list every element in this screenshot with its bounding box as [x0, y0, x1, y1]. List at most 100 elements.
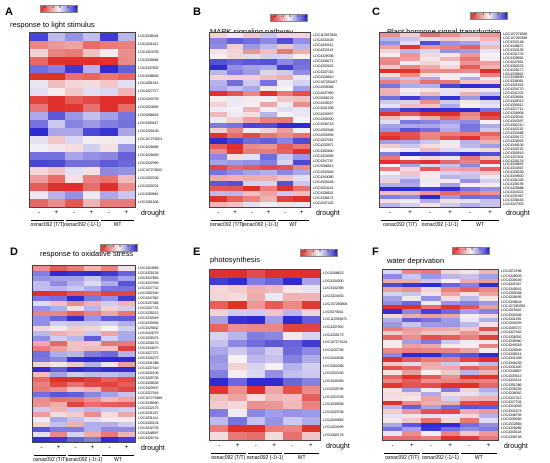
- heatmap-cell: [301, 409, 321, 418]
- heatmap-cell: [243, 75, 261, 81]
- heatmap-cell: [380, 36, 401, 42]
- heatmap-cell: [82, 143, 101, 152]
- heatmap-cell: [243, 59, 261, 65]
- heatmap-cell: [440, 331, 460, 336]
- legend-tick-label: -2: [473, 12, 477, 16]
- heatmap-cell: [440, 52, 461, 58]
- heatmap-cell: [243, 33, 261, 39]
- heatmap-cell: [100, 48, 118, 58]
- heatmap-cell: [100, 143, 118, 152]
- heatmap-cell: [210, 91, 227, 97]
- heatmap-cell: [460, 64, 481, 69]
- heatmap-cell: [402, 313, 422, 319]
- gene-label: LOC4337950: [313, 90, 334, 95]
- heatmap-cell: [400, 80, 421, 85]
- heatmap-cell: [246, 378, 266, 387]
- panel-letter: A: [5, 6, 13, 18]
- genotype-bracket: [277, 220, 309, 221]
- heatmap-cell: [440, 44, 461, 50]
- heatmap-cell: [421, 317, 441, 323]
- heatmap-cell: [402, 283, 422, 288]
- heatmap-cell: [480, 171, 501, 176]
- heatmap-cell: [460, 155, 481, 160]
- heatmap-cell: [30, 80, 48, 89]
- heatmap-cell: [480, 135, 501, 141]
- heatmap-cell: [246, 308, 266, 317]
- heatmap-cell: [30, 72, 48, 81]
- heatmap-cell: [400, 135, 421, 141]
- heatmap-cell: [226, 149, 244, 155]
- genotype-label: osnac092 (-1/-1): [422, 455, 459, 461]
- heatmap-cell: [33, 381, 51, 387]
- gene-label: LOC4342703: [138, 426, 159, 431]
- heatmap-cell: [301, 393, 321, 402]
- color-scale-legend: -2 -1 0 1 2: [270, 14, 308, 22]
- heatmap-cell: [50, 291, 68, 297]
- heatmap-cell: [440, 383, 460, 388]
- heatmap-cell: [260, 122, 277, 129]
- gene-label: LOC4348623: [323, 270, 344, 275]
- genotype-bracket: [34, 455, 66, 456]
- gene-label: LOC107279124: [323, 340, 348, 345]
- heatmap-cell: [100, 96, 118, 105]
- gene-label: LOC107287895: [503, 35, 528, 40]
- heatmap-cell: [84, 366, 102, 372]
- gene-label: LOC4338644: [501, 299, 522, 304]
- heatmap-cell: [67, 416, 85, 423]
- heatmap-cell: [50, 401, 68, 408]
- treatment-sign: +: [448, 443, 452, 449]
- gene-label: LOC4347651: [503, 59, 524, 64]
- gene-label: LOC4346169: [501, 360, 522, 365]
- genotype-label: WT: [114, 457, 122, 463]
- panel-letter: B: [193, 6, 201, 18]
- heatmap-cell: [265, 285, 284, 294]
- heatmap-cell: [65, 167, 83, 176]
- heatmap-cell: [400, 171, 421, 176]
- heatmap-cell: [82, 183, 101, 192]
- gene-label: LOC4337731: [138, 305, 159, 310]
- treatment-sign: -: [40, 445, 43, 451]
- heatmap-cell: [243, 133, 261, 139]
- heatmap-cell: [210, 80, 227, 87]
- heatmap-cell: [265, 393, 284, 402]
- heatmap-cell: [84, 321, 102, 327]
- heatmap-cell: [33, 366, 51, 372]
- heatmap-cell: [293, 38, 311, 44]
- heatmap-cell: [293, 138, 311, 145]
- heatmap-cell: [101, 431, 119, 438]
- heatmap-cell: [459, 400, 480, 406]
- heatmap-cell: [459, 278, 480, 284]
- heatmap-cell: [260, 59, 277, 65]
- heatmap-cell: [226, 191, 244, 197]
- gene-label: LOC4345013: [503, 99, 524, 104]
- heatmap-cell: [67, 286, 85, 292]
- heatmap-cell: [383, 335, 403, 341]
- gene-label: LOC4328535: [138, 381, 159, 386]
- heatmap-cell: [480, 116, 501, 121]
- heatmap-cell: [101, 301, 119, 307]
- gene-label: LOC4351286: [501, 382, 522, 387]
- gene-label: LOC4330513: [501, 373, 522, 378]
- heatmap-cell: [440, 357, 460, 362]
- heatmap-cell: [276, 185, 294, 192]
- heatmap-cell: [33, 306, 51, 312]
- heatmap-cell: [402, 418, 422, 423]
- heatmap-cell: [50, 416, 68, 423]
- heatmap-cell: [243, 85, 261, 92]
- heatmap-cell: [228, 270, 247, 279]
- heatmap-cell: [421, 348, 441, 354]
- heatmap-cell: [33, 386, 51, 392]
- heatmap-cell: [30, 127, 48, 137]
- heatmap-cell: [47, 183, 66, 192]
- heatmap-cell: [420, 195, 441, 200]
- heatmap-cell: [380, 179, 401, 184]
- heatmap-cell: [440, 274, 460, 279]
- color-scale-legend: -2 -1 0 1 2: [40, 5, 78, 13]
- genotype-label: osnac092 (T/T): [209, 222, 244, 228]
- heatmap-cell: [33, 426, 51, 433]
- heatmap-cell: [402, 291, 422, 297]
- heatmap-cell: [210, 180, 227, 187]
- heatmap-cell: [210, 331, 229, 340]
- heatmap-cell: [440, 361, 460, 367]
- heatmap: [379, 32, 501, 208]
